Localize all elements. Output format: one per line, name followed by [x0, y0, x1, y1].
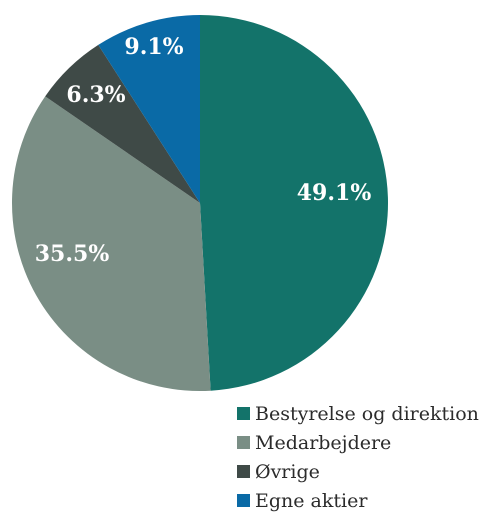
pie-slice-labels: 49.1% 35.5% 6.3% 9.1%: [35, 34, 372, 267]
slice-label-bestyrelse-og-direktion: 49.1%: [297, 180, 372, 206]
pie-slice-bestyrelse-og-direktion: [200, 15, 388, 391]
slice-label-medarbejdere: 35.5%: [35, 241, 110, 267]
legend-item-egne-aktier: Egne aktier: [237, 486, 479, 515]
pie-slice-medarbejdere: [12, 96, 211, 391]
pie-slice-egne-aktier: [98, 15, 200, 203]
legend-swatch: [237, 494, 250, 507]
legend-label: Bestyrelse og direktion: [255, 402, 479, 425]
legend-label: Egne aktier: [255, 489, 368, 512]
legend-label: Øvrige: [255, 460, 320, 483]
legend-swatch: [237, 436, 250, 449]
chart-legend: Bestyrelse og direktion Medarbejdere Øvrig…: [237, 399, 479, 515]
pie-slices: [12, 15, 388, 391]
slice-label-egne-aktier: 9.1%: [124, 34, 183, 60]
legend-label: Medarbejdere: [255, 431, 392, 454]
pie-slice-oevrige: [45, 44, 200, 203]
legend-item-oevrige: Øvrige: [237, 457, 479, 486]
legend-item-bestyrelse-og-direktion: Bestyrelse og direktion: [237, 399, 479, 428]
slice-label-oevrige: 6.3%: [66, 82, 125, 108]
legend-swatch: [237, 465, 250, 478]
legend-item-medarbejdere: Medarbejdere: [237, 428, 479, 457]
legend-swatch: [237, 407, 250, 420]
